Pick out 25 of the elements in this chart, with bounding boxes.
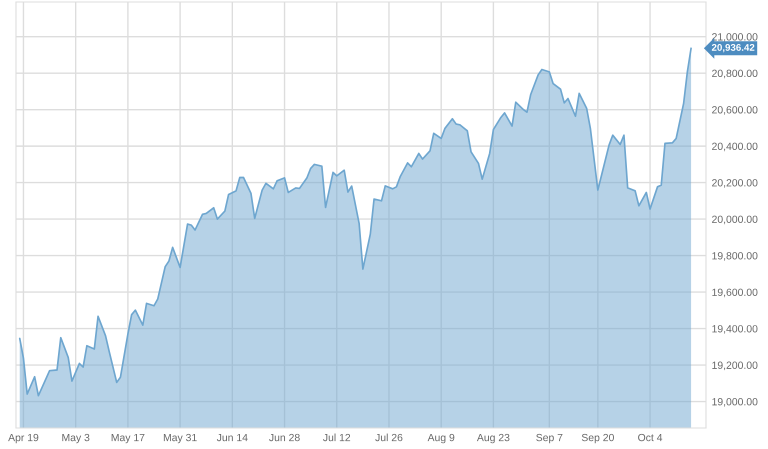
x-tick-label: Jul 26 [375, 434, 402, 442]
y-tick-label: 20,600.00 [712, 106, 758, 115]
y-tick-label: 20,200.00 [712, 179, 758, 188]
y-tick-label: 19,600.00 [712, 288, 758, 298]
x-tick-label: Sep 20 [582, 434, 614, 444]
y-tick-label: 20,400.00 [712, 142, 758, 152]
y-tick-label: 20,000.00 [712, 216, 758, 224]
x-tick-label: Oct 4 [638, 434, 662, 442]
y-tick-label: 19,400.00 [712, 325, 758, 334]
x-tick-label: May 17 [112, 434, 144, 444]
annotation: 20,936.42 [712, 44, 754, 52]
x-tick-label: Apr 19 [8, 434, 38, 444]
x-tick-label: Jul 12 [323, 434, 350, 442]
y-tick-label: 21,000.00 [712, 33, 758, 42]
x-tick-label: Jun 14 [216, 434, 248, 442]
x-tick-label: May 31 [164, 434, 197, 444]
x-tick-label: Aug 9 [428, 434, 454, 444]
y-tick-label: 19,200.00 [712, 362, 758, 370]
x-tick-label: Sep 7 [536, 434, 562, 444]
x-tick-label: May 3 [62, 434, 90, 444]
x-tick-label: Aug 23 [476, 434, 510, 444]
y-tick-label: 19,000.00 [712, 398, 758, 407]
y-tick-label: 19,800.00 [712, 252, 758, 261]
x-tick-label: Jun 28 [269, 434, 300, 442]
y-tick-label: 20,800.00 [712, 70, 758, 78]
